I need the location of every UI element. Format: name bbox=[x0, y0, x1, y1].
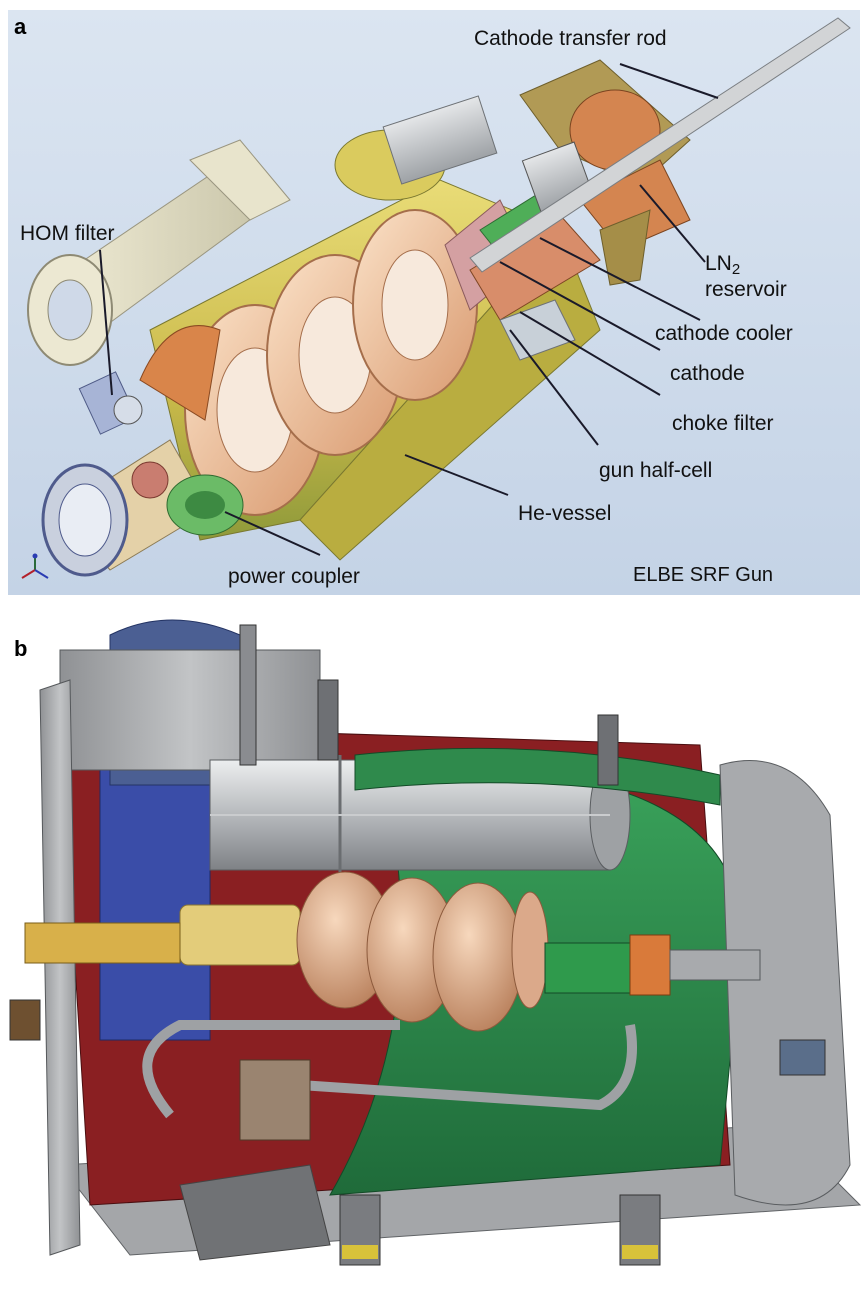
bottom-valves bbox=[339, 1194, 661, 1266]
ln2-main: LN bbox=[705, 252, 732, 275]
hom-filter-body bbox=[78, 371, 143, 435]
label-cathode-cooler: cathode cooler bbox=[655, 322, 793, 345]
label-hom-filter: HOM filter bbox=[20, 222, 115, 245]
green-port bbox=[166, 474, 244, 536]
label-power-coupler: power coupler bbox=[228, 565, 360, 588]
right-side-port bbox=[779, 1039, 826, 1076]
orange-end-ring bbox=[139, 325, 221, 421]
panel-a-letter: a bbox=[14, 14, 27, 39]
cooling-pipe bbox=[142, 1020, 637, 1119]
label-cathode: cathode bbox=[670, 362, 745, 385]
label-choke-filter: choke filter bbox=[672, 412, 774, 435]
ln2-subscript: 2 bbox=[731, 261, 741, 278]
panel-a-title: ELBE SRF Gun bbox=[633, 564, 774, 586]
panel-a-leader-lines bbox=[99, 63, 719, 556]
axis-triad-icon bbox=[21, 553, 49, 579]
power-coupler-tube bbox=[27, 139, 291, 366]
cavity-cells bbox=[184, 209, 478, 516]
cavity-cells-b bbox=[179, 871, 549, 1032]
top-tower bbox=[59, 649, 321, 771]
gold-coupler-b bbox=[24, 922, 181, 964]
top-valves bbox=[239, 624, 619, 786]
panel-b-letter: b bbox=[14, 636, 28, 661]
panel-a-illustration bbox=[8, 10, 860, 595]
label-he-vessel: He-vessel bbox=[518, 502, 612, 525]
cathode-tube-b bbox=[544, 942, 636, 994]
left-side-port bbox=[9, 999, 41, 1041]
label-ln2-reservoir: LN2 reservoir bbox=[705, 252, 787, 302]
panel-b-illustration bbox=[9, 619, 862, 1266]
left-end-frame bbox=[39, 679, 81, 1256]
right-end-plate bbox=[719, 760, 851, 1206]
ln2-reservoir-word: reservoir bbox=[705, 278, 787, 302]
label-gun-half-cell: gun half-cell bbox=[599, 459, 713, 482]
bottom-coupler-port bbox=[179, 1059, 331, 1261]
label-cathode-transfer-rod: Cathode transfer rod bbox=[474, 27, 667, 50]
